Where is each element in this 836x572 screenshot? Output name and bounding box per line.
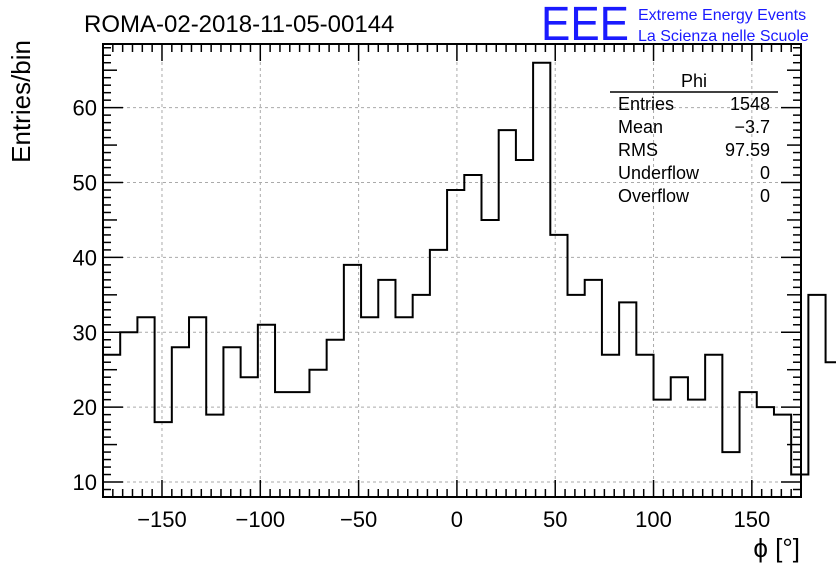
histogram-bin [636,355,653,497]
x-tick-label: 50 [543,507,567,532]
histogram-bin [241,377,258,497]
histogram-bin [757,407,774,497]
histogram-bin [533,63,550,497]
stats-label: Entries [618,94,674,114]
histogram-bin [309,370,326,497]
x-tick-label: 0 [451,507,463,532]
y-tick-labels: 10 20 30 40 50 60 [73,96,97,495]
x-tick-label: −50 [340,507,377,532]
stats-label: Underflow [618,163,700,183]
x-tick-label: −100 [236,507,286,532]
histogram-bin [722,452,739,497]
x-tick-label: −150 [137,507,187,532]
histogram-bin [464,175,481,497]
histogram-bin [120,332,137,497]
x-tick-labels: −150 −100 −50 0 50 100 150 [137,507,770,532]
histogram-bin [447,190,464,497]
histogram-bin [568,295,585,497]
histogram-bin [361,317,378,497]
histogram-bin [602,355,619,497]
stats-title: Phi [681,71,707,91]
histogram-bin [275,392,292,497]
histogram-bin [654,400,671,497]
stats-value: 97.59 [725,140,770,160]
histogram-bin [155,422,172,497]
eee-logo: EEE Extreme Energy Events La Scienza nel… [541,0,809,51]
histogram-bin [499,130,516,497]
logo-line-1: Extreme Energy Events [638,7,806,24]
histogram-bin [671,377,688,497]
histogram-bin [223,347,240,497]
histogram-bin [172,347,189,497]
y-tick-label: 50 [73,171,97,196]
histogram-bin [206,415,223,497]
histogram-bin [740,392,757,497]
y-tick-label: 40 [73,245,97,270]
logo-line-2: La Scienza nelle Scuole [638,28,809,45]
x-tick-label: 100 [635,507,672,532]
stats-label: Mean [618,117,663,137]
stats-value: 0 [760,186,770,206]
stats-label: RMS [618,140,658,160]
histogram-bin [413,295,430,497]
stats-box: Phi Entries 1548 Mean −3.7 RMS 97.59 Underflow… [610,71,778,206]
histogram-bars [103,63,836,497]
histogram-bin [344,265,361,497]
histogram-bin [395,317,412,497]
histogram-bin [430,250,447,497]
histogram-bin [550,235,567,497]
histogram-bin [791,475,808,497]
histogram-bin [327,340,344,497]
histogram-bin [258,325,275,497]
histogram-bin [774,415,791,497]
histogram-bin [481,220,498,497]
y-tick-label: 60 [73,96,97,121]
stats-rows: Entries 1548 Mean −3.7 RMS 97.59 Underflow 0 Ove… [618,94,770,206]
stats-label: Overflow [618,186,690,206]
histogram-bin [292,392,309,497]
histogram-bin [688,400,705,497]
histogram-bin [378,280,395,497]
histogram-bin [705,355,722,497]
y-tick-label: 10 [73,470,97,495]
chart-title: ROMA-02-2018-11-05-00144 [84,11,394,38]
grid-lines [103,44,801,497]
axis-ticks [103,44,801,497]
y-tick-label: 30 [73,320,97,345]
y-axis-label: Entries/bin [6,40,36,163]
histogram-bin [585,280,602,497]
histogram-bin [189,317,206,497]
stats-value: −3.7 [734,117,770,137]
stats-value: 1548 [730,94,770,114]
histogram-bin [619,302,636,497]
histogram-outline [102,61,836,497]
histogram-bin [808,295,825,497]
x-tick-label: 150 [733,507,770,532]
stats-value: 0 [760,163,770,183]
logo-mark: EEE [541,0,629,51]
x-axis-label: ϕ [°] [753,533,800,563]
plot-frame [102,43,802,498]
histogram-bin [826,362,836,497]
histogram-bin [103,355,120,497]
histogram-bin [516,160,533,497]
histogram-bin [137,317,154,497]
y-tick-label: 20 [73,395,97,420]
